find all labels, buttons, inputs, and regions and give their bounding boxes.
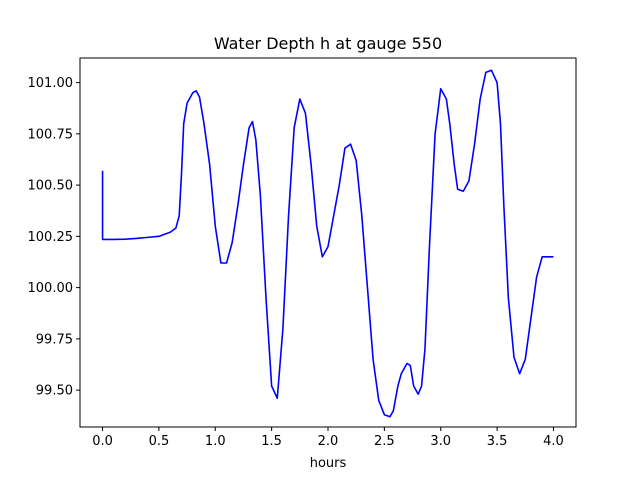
y-tick-label: 100.00 (28, 281, 74, 296)
y-tick-label: 100.75 (28, 127, 74, 142)
y-tick-label: 99.50 (36, 384, 73, 399)
x-tick-label: 3.0 (430, 434, 451, 449)
y-tick-label: 100.50 (28, 179, 74, 194)
x-tick-label: 3.5 (487, 434, 508, 449)
series-line-0 (101, 69, 554, 418)
x-tick-label: 2.5 (374, 434, 395, 449)
plot-area: 0.0 0.5 1.0 1.5 2.0 2.5 3.0 3.5 4.0 99.50 99.75 100… (28, 57, 577, 449)
x-tick-label: 4.0 (543, 434, 564, 449)
y-tick-label: 100.25 (28, 230, 74, 245)
y-tick-label: 99.75 (36, 332, 73, 347)
x-tick-label: 1.5 (261, 434, 282, 449)
x-tick-label: 2.0 (318, 434, 339, 449)
y-tick-label: 101.00 (28, 76, 74, 91)
x-axis-label: hours (310, 456, 347, 471)
chart-title: Water Depth h at gauge 550 (214, 34, 442, 53)
x-tick-label: 0.0 (92, 434, 113, 449)
x-tick-label: 1.0 (205, 434, 226, 449)
x-tick-label: 0.5 (149, 434, 170, 449)
